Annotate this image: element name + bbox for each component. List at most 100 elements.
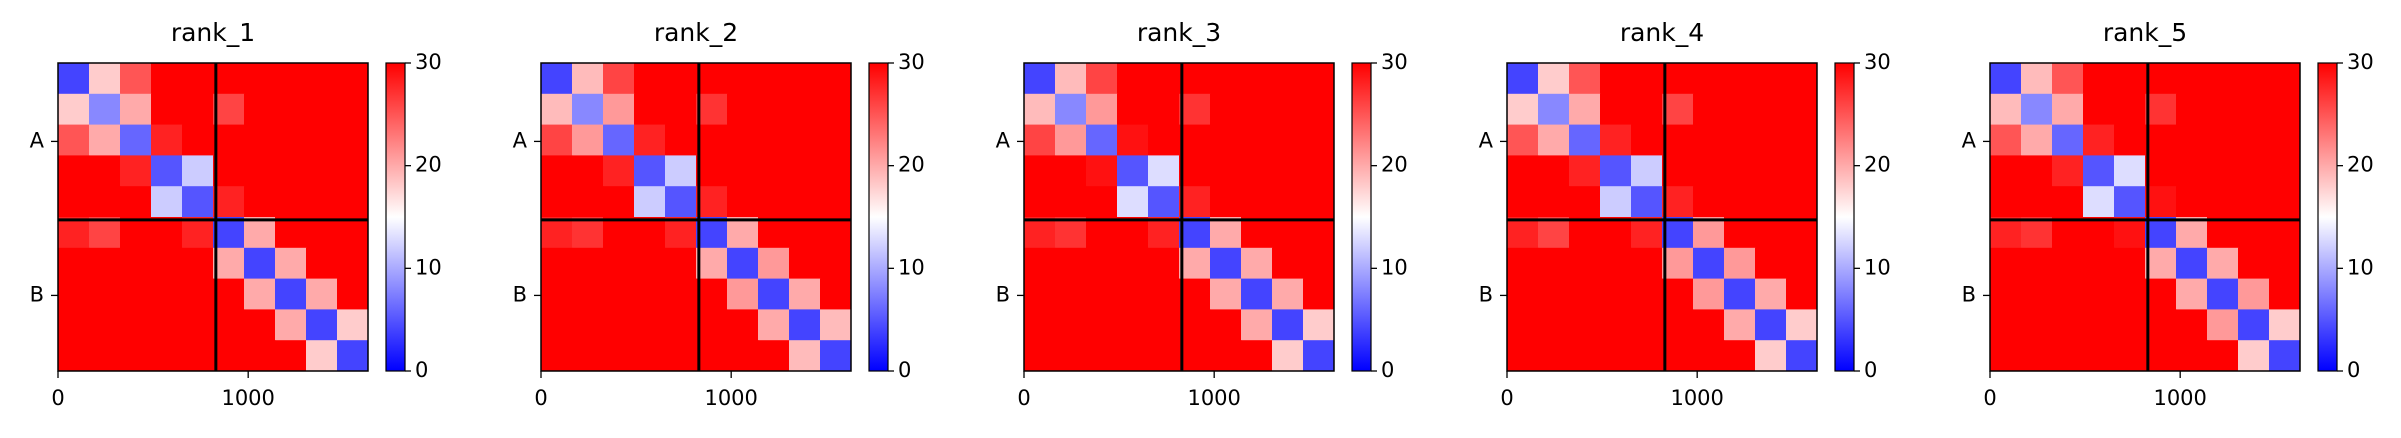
heatmap-cell [151,155,183,187]
heatmap-cell [665,340,697,372]
heatmap-cell [1600,63,1632,95]
heatmap-cell [275,278,307,310]
heatmap-cell [1631,155,1663,187]
heatmap-cell [541,155,573,187]
heatmap-cell [2083,217,2115,249]
heatmap-cell [306,124,338,156]
heatmap-cell [2083,309,2115,341]
x-tick-label: 1000 [221,386,274,410]
heatmap-cell [1024,247,1056,280]
heatmap-cell [727,309,759,341]
heatmap-cell [758,309,790,341]
heatmap-cell [89,186,121,218]
heatmap-cell [1631,340,1663,372]
heatmap-cell [2083,93,2115,126]
heatmap-cell [244,217,276,249]
heatmap-cell [2238,309,2270,341]
heatmap-cell [1272,93,1304,126]
heatmap-cell [2114,155,2146,187]
heatmap-cell [2207,340,2239,372]
heatmap-cell [727,278,759,310]
heatmap-cell [2145,124,2177,156]
heatmap-cell [151,186,183,218]
heatmap-cell [1117,340,1149,372]
heatmap-cell [572,186,604,218]
heatmap-cell [1117,124,1149,156]
heatmap-cell [1631,124,1663,156]
heatmap-cell [1024,278,1056,310]
heatmap-cell [1117,217,1149,249]
colorbar-tick-label: 0 [1864,358,1877,382]
heatmap-cell [2114,124,2146,156]
heatmap-cell [1693,217,1725,249]
heatmap-cell [2083,186,2115,218]
heatmap-cell [1724,217,1756,249]
heatmap-cell [1179,155,1211,187]
heatmap-cell [275,124,307,156]
heatmap-cell [1569,217,1601,249]
heatmap-cell [337,278,369,310]
heatmap-cell [2083,124,2115,156]
heatmap-cell [2021,124,2053,156]
heatmap-cell [727,247,759,280]
heatmap-cell [1538,63,1570,95]
heatmap-cell [213,309,245,341]
heatmap-cell [1055,247,1087,280]
heatmap-cell [337,124,369,156]
heatmap-cell [789,340,821,372]
heatmap-cell [1990,278,2022,310]
heatmap-cell [2052,155,2084,187]
heatmap-cell [2145,309,2177,341]
heatmap-cell [151,340,183,372]
heatmap-cell [603,278,635,310]
heatmap-cell [789,63,821,95]
heatmap-cell [696,309,728,341]
heatmap-cell [1272,155,1304,187]
heatmap-cell [1148,124,1180,156]
heatmap-cell [2114,309,2146,341]
heatmap-cell [1600,217,1632,249]
heatmap-cell [1631,63,1663,95]
x-tick-label: 1000 [1670,386,1723,410]
heatmap-cell [2207,309,2239,341]
heatmap-cell [2052,93,2084,126]
heatmap-cell [2176,278,2208,310]
heatmap-cell [58,186,90,218]
heatmap-cell [1179,278,1211,310]
heatmap-cell [244,247,276,280]
heatmap-cell [58,124,90,156]
heatmap-cell [1086,340,1118,372]
heatmap-cell [820,124,852,156]
heatmap-cell [1148,340,1180,372]
heatmap-cell [58,278,90,310]
panel-title: rank_1 [171,18,255,47]
heatmap-cell [1024,93,1056,126]
colorbar-tick-label: 30 [1864,50,1891,74]
heatmap-cell [2021,63,2053,95]
heatmap-cell [1148,278,1180,310]
heatmap-cell [1024,186,1056,218]
heatmap-cell [2176,186,2208,218]
heatmap-cell [1569,278,1601,310]
heatmap-cell [1662,309,1694,341]
heatmap-cell [820,340,852,372]
heatmap-cell [1600,155,1632,187]
heatmap-cell [58,217,90,249]
heatmap-cell [1990,309,2022,341]
heatmap-cell [182,340,214,372]
heatmap-cell [2176,340,2208,372]
heatmap-cell [1662,186,1694,218]
x-tick-label: 0 [534,386,547,410]
heatmap-cell [634,63,666,95]
heatmap-cell [2238,186,2270,218]
heatmap-cell [1538,217,1570,249]
heatmap-cell [1086,63,1118,95]
y-tick-label: A [513,128,528,152]
heatmap-cell [2114,340,2146,372]
heatmap-cell [1241,247,1273,280]
heatmap-cell [820,247,852,280]
heatmap-cell [89,155,121,187]
heatmap-cell [634,186,666,218]
heatmap-cell [2145,340,2177,372]
heatmap-cell [1569,63,1601,95]
